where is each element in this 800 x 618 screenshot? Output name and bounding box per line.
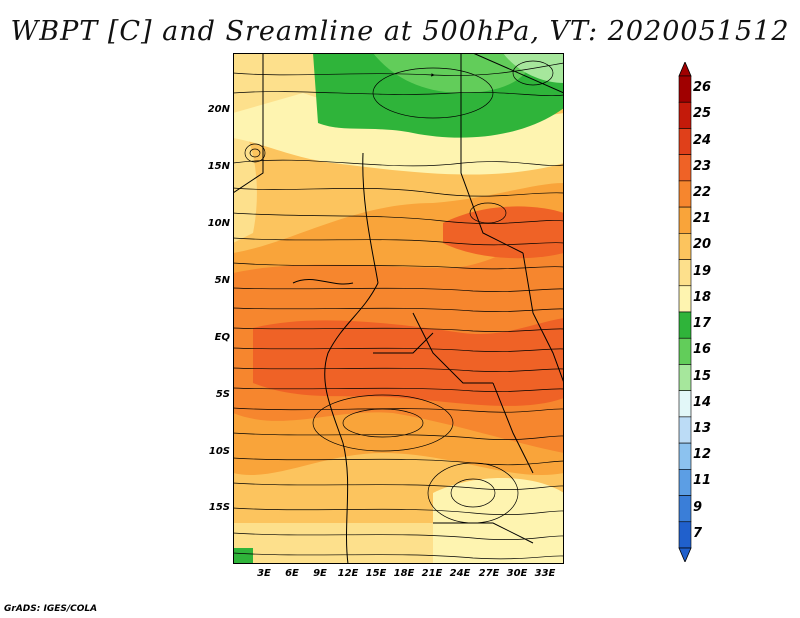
lon-label-18e: 18E [393, 568, 415, 579]
field-18-north [233, 93, 564, 175]
colorbar-box-18 [678, 285, 692, 313]
map-frame [233, 53, 564, 564]
field-23-region-east [443, 206, 564, 259]
lon-label-24e: 24E [449, 568, 471, 579]
colorbar-label-25: 25 [693, 106, 712, 122]
colorbar-box-15 [678, 364, 692, 391]
chart-title: WBPT [C] and Sreamline at 500hPa, VT: 20… [10, 16, 790, 47]
lon-label-15e: 15E [365, 568, 387, 579]
lat-label-5s: 5S [215, 389, 230, 400]
colorbar-label-20: 20 [693, 237, 712, 253]
colorbar-box-22 [678, 180, 692, 208]
colorbar-label-14: 14 [693, 394, 712, 410]
lon-label-21e: 21E [421, 568, 443, 579]
colorbar-box-24 [678, 128, 692, 155]
credit-text: GrADS: IGES/COLA [4, 604, 98, 614]
colorbar-box-19 [678, 259, 692, 287]
colorbar-label-12: 12 [693, 447, 712, 463]
colorbar-label-9: 9 [693, 499, 703, 515]
colorbar-box-9 [678, 495, 692, 523]
colorbar-top-arrow [678, 62, 692, 77]
colorbar-label-18: 18 [693, 289, 712, 305]
lon-label-12e: 12E [337, 568, 359, 579]
lat-label-eq: EQ [214, 332, 230, 343]
lat-label-20n: 20N [207, 104, 230, 115]
colorbar-label-11: 11 [693, 473, 712, 489]
lon-label-27e: 27E [478, 568, 500, 579]
field-16-north [373, 53, 533, 93]
lon-label-6e: 6E [285, 568, 299, 579]
colorbar [678, 62, 692, 562]
colorbar-box-7 [678, 521, 692, 549]
colorbar-label-16: 16 [693, 342, 712, 358]
lat-label-5n: 5N [214, 275, 230, 286]
colorbar-box-20 [678, 233, 692, 260]
lon-label-3e: 3E [257, 568, 271, 579]
colorbar-label-7: 7 [693, 525, 703, 541]
colorbar-box-25 [678, 101, 692, 129]
colorbar-label-17: 17 [693, 316, 712, 332]
streamlines [233, 60, 564, 560]
country-borders [233, 53, 564, 564]
field-19-west [233, 113, 257, 243]
lat-label-15s: 15S [208, 502, 230, 513]
field-18-south [433, 478, 564, 564]
colorbar-label-26: 26 [693, 80, 712, 96]
colorbar-bottom-arrow [678, 547, 692, 562]
colorbar-box-11 [678, 469, 692, 496]
colorbar-box-16 [678, 337, 692, 365]
colorbar-label-19: 19 [693, 263, 712, 279]
colorbar-box-23 [678, 154, 692, 182]
lat-label-15n: 15N [207, 161, 230, 172]
colorbar-box-14 [678, 390, 692, 418]
map-plot [233, 53, 564, 564]
colorbar-label-21: 21 [693, 211, 712, 227]
field-17-sw [233, 548, 253, 564]
colorbar-label-15: 15 [693, 368, 712, 384]
colorbar-label-13: 13 [693, 421, 712, 436]
lon-label-9e: 9E [313, 568, 327, 579]
colorbar-box-21 [678, 206, 692, 234]
lon-label-33e: 33E [534, 568, 556, 579]
colorbar-box-26 [678, 75, 692, 103]
lon-label-30e: 30E [506, 568, 528, 579]
colorbar-label-22: 22 [693, 185, 712, 200]
field-23-region [253, 318, 564, 406]
colorbar-box-17 [678, 311, 692, 339]
colorbar-box-13 [678, 416, 692, 444]
colorbar-label-24: 24 [693, 132, 712, 148]
lat-label-10s: 10S [208, 446, 230, 457]
colorbar-box-12 [678, 442, 692, 470]
colorbar-label-23: 23 [693, 158, 712, 174]
lat-label-10n: 10N [207, 218, 230, 229]
